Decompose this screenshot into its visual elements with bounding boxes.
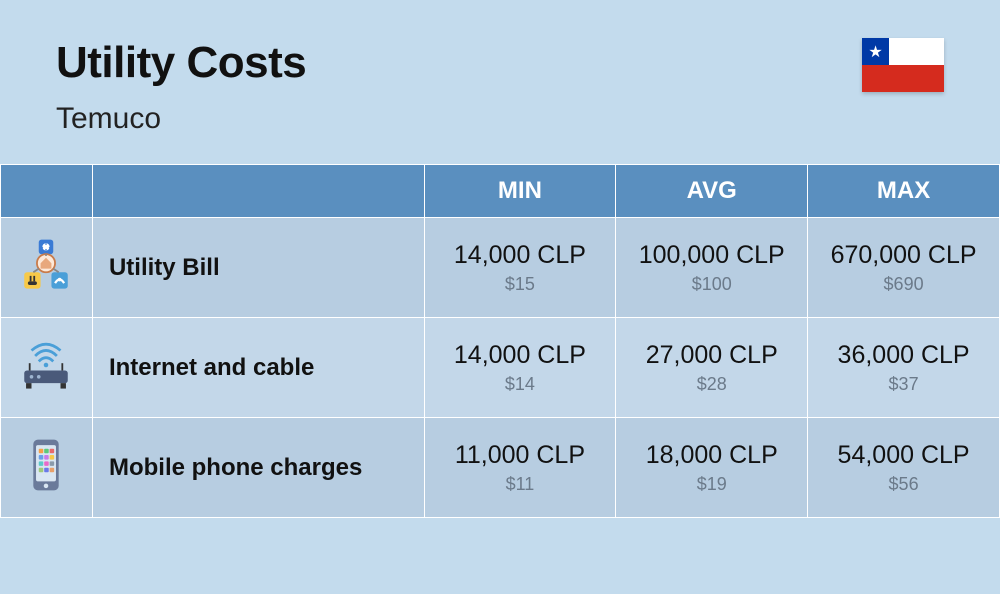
cost-table: MIN AVG MAX (0, 164, 1000, 518)
utility-icon (1, 218, 93, 318)
title-block: Utility Costs Temuco (56, 38, 306, 136)
col-max: MAX (808, 165, 1000, 218)
cell-min: 11,000 CLP $11 (424, 418, 616, 518)
row-label: Internet and cable (92, 318, 424, 418)
phone-icon (1, 418, 93, 518)
chile-flag-icon: ★ (862, 38, 944, 92)
val-secondary: $28 (626, 374, 797, 395)
cell-avg: 18,000 CLP $19 (616, 418, 808, 518)
cell-max: 36,000 CLP $37 (808, 318, 1000, 418)
val-primary: 670,000 CLP (818, 241, 989, 270)
val-primary: 27,000 CLP (626, 341, 797, 370)
val-primary: 100,000 CLP (626, 241, 797, 270)
table-row: Mobile phone charges 11,000 CLP $11 18,0… (1, 418, 1000, 518)
table-row: Internet and cable 14,000 CLP $14 27,000… (1, 318, 1000, 418)
val-primary: 36,000 CLP (818, 341, 989, 370)
val-secondary: $19 (626, 474, 797, 495)
val-secondary: $100 (626, 274, 797, 295)
cell-avg: 27,000 CLP $28 (616, 318, 808, 418)
val-primary: 11,000 CLP (435, 441, 606, 470)
cell-min: 14,000 CLP $15 (424, 218, 616, 318)
cell-max: 54,000 CLP $56 (808, 418, 1000, 518)
cell-avg: 100,000 CLP $100 (616, 218, 808, 318)
val-primary: 54,000 CLP (818, 441, 989, 470)
table-row: Utility Bill 14,000 CLP $15 100,000 CLP … (1, 218, 1000, 318)
col-avg: AVG (616, 165, 808, 218)
cell-min: 14,000 CLP $14 (424, 318, 616, 418)
row-label: Mobile phone charges (92, 418, 424, 518)
val-primary: 14,000 CLP (435, 241, 606, 270)
page-subtitle: Temuco (56, 102, 306, 136)
row-label: Utility Bill (92, 218, 424, 318)
val-primary: 14,000 CLP (435, 341, 606, 370)
val-primary: 18,000 CLP (626, 441, 797, 470)
val-secondary: $37 (818, 374, 989, 395)
val-secondary: $56 (818, 474, 989, 495)
table-header-row: MIN AVG MAX (1, 165, 1000, 218)
val-secondary: $15 (435, 274, 606, 295)
col-icon (1, 165, 93, 218)
router-icon (1, 318, 93, 418)
header: Utility Costs Temuco ★ (0, 0, 1000, 164)
val-secondary: $11 (435, 474, 606, 495)
page-title: Utility Costs (56, 38, 306, 88)
val-secondary: $690 (818, 274, 989, 295)
col-label (92, 165, 424, 218)
val-secondary: $14 (435, 374, 606, 395)
cell-max: 670,000 CLP $690 (808, 218, 1000, 318)
col-min: MIN (424, 165, 616, 218)
